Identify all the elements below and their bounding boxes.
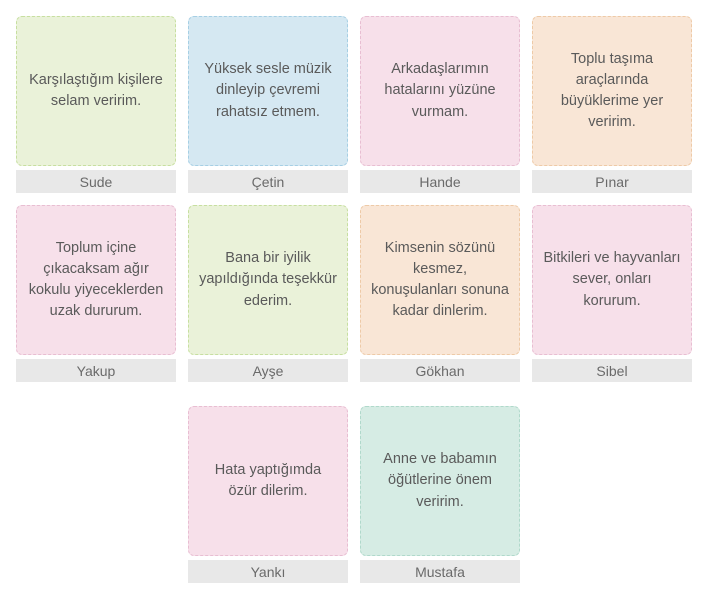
card-gokhan: Kimsenin sözünü kesmez, konuşulanları so…	[360, 205, 520, 355]
name-label: Hande	[360, 170, 520, 193]
cell-cetin: Yüksek sesle müzik dinleyip çevremi raha…	[188, 16, 348, 193]
cell-mustafa: Anne ve babamın öğütlerine önem veririm.…	[360, 406, 520, 583]
cell-yanki: Hata yaptığımda özür dilerim. Yankı	[188, 406, 348, 583]
card-yanki: Hata yaptığımda özür dilerim.	[188, 406, 348, 556]
name-label: Çetin	[188, 170, 348, 193]
name-label: Pınar	[532, 170, 692, 193]
name-label: Sibel	[532, 359, 692, 382]
name-label: Mustafa	[360, 560, 520, 583]
cards-grid: Karşılaştığım kişilere selam veririm. Su…	[16, 16, 692, 583]
card-sibel: Bitkileri ve hayvanları sever, onları ko…	[532, 205, 692, 355]
name-label: Gökhan	[360, 359, 520, 382]
card-cetin: Yüksek sesle müzik dinleyip çevremi raha…	[188, 16, 348, 166]
cell-ayse: Bana bir iyilik yapıldığında teşekkür ed…	[188, 205, 348, 382]
name-label: Yakup	[16, 359, 176, 382]
cell-pinar: Toplu taşıma araçlarında büyüklerime yer…	[532, 16, 692, 193]
name-label: Sude	[16, 170, 176, 193]
card-mustafa: Anne ve babamın öğütlerine önem veririm.	[360, 406, 520, 556]
cell-yakup: Toplum içine çıkacaksam ağır kokulu yiye…	[16, 205, 176, 382]
cell-sude: Karşılaştığım kişilere selam veririm. Su…	[16, 16, 176, 193]
cell-sibel: Bitkileri ve hayvanları sever, onları ko…	[532, 205, 692, 382]
card-hande: Arkadaşlarımın hatalarını yüzüne vurmam.	[360, 16, 520, 166]
card-sude: Karşılaştığım kişilere selam veririm.	[16, 16, 176, 166]
cell-gokhan: Kimsenin sözünü kesmez, konuşulanları so…	[360, 205, 520, 382]
name-label: Yankı	[188, 560, 348, 583]
card-pinar: Toplu taşıma araçlarında büyüklerime yer…	[532, 16, 692, 166]
name-label: Ayşe	[188, 359, 348, 382]
cell-hande: Arkadaşlarımın hatalarını yüzüne vurmam.…	[360, 16, 520, 193]
card-ayse: Bana bir iyilik yapıldığında teşekkür ed…	[188, 205, 348, 355]
card-yakup: Toplum içine çıkacaksam ağır kokulu yiye…	[16, 205, 176, 355]
